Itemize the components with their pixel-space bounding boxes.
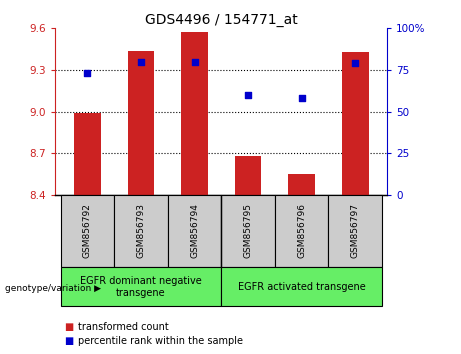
Bar (235, 156, 261, 195)
Point (191, 59, 198, 64)
Text: percentile rank within the sample: percentile rank within the sample (78, 336, 243, 346)
Text: transformed count: transformed count (78, 322, 169, 332)
Bar (114, 195, 168, 267)
Text: GSM856796: GSM856796 (297, 204, 306, 258)
Bar (221, 267, 382, 306)
Point (137, 59, 145, 64)
Text: GSM856793: GSM856793 (136, 204, 146, 258)
Bar (128, 51, 154, 195)
Text: GSM856792: GSM856792 (83, 204, 92, 258)
Bar (168, 195, 221, 267)
Bar (61, 195, 114, 267)
Text: EGFR dominant negative
transgene: EGFR dominant negative transgene (80, 276, 202, 298)
Text: GSM856795: GSM856795 (243, 204, 253, 258)
Text: ■: ■ (65, 322, 74, 332)
Bar (221, 195, 275, 267)
Point (84, 70, 91, 76)
Text: EGFR activated transgene: EGFR activated transgene (238, 282, 366, 292)
Title: GDS4496 / 154771_at: GDS4496 / 154771_at (145, 13, 298, 27)
Text: GSM856794: GSM856794 (190, 204, 199, 258)
Text: ■: ■ (65, 336, 74, 346)
Bar (288, 174, 315, 195)
Point (244, 92, 252, 98)
Bar (74, 113, 101, 195)
Point (298, 95, 305, 101)
Bar (181, 33, 208, 195)
Bar (328, 195, 382, 267)
Text: genotype/variation ▶: genotype/variation ▶ (5, 284, 100, 293)
Bar (61, 267, 221, 306)
Point (351, 61, 359, 66)
Bar (342, 52, 368, 195)
Text: GSM856797: GSM856797 (351, 204, 360, 258)
Bar (275, 195, 328, 267)
